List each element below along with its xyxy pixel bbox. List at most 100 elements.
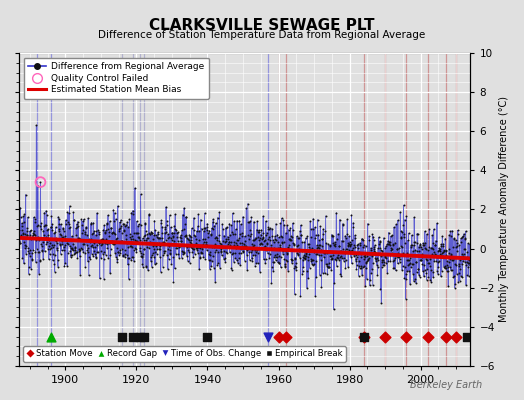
Point [89,230,97,236]
Point [346,248,355,254]
Point [278,239,286,246]
Point [222,224,230,231]
Point [450,273,458,279]
Point [236,240,245,246]
Point [418,251,426,257]
Point [422,246,430,252]
Point [407,264,415,270]
Point [298,239,306,245]
Point [43,239,51,245]
Point [429,269,437,276]
Point [272,220,280,227]
Point [301,235,310,241]
Point [449,256,457,263]
Point [158,235,167,241]
Point [244,219,252,225]
Point [175,255,183,261]
Point [442,247,451,253]
Point [462,228,470,234]
Point [147,230,156,236]
Point [450,235,458,242]
Point [41,234,50,240]
Point [460,230,468,237]
Point [167,234,175,241]
Point [408,242,416,248]
Point [252,260,260,266]
Point [285,242,293,248]
Point [446,267,455,273]
Point [273,254,281,260]
Point [421,240,430,246]
Point [50,261,59,268]
Point [387,246,395,253]
Point [390,265,399,271]
Point [302,250,310,256]
Point [277,232,286,239]
Point [193,244,201,251]
Point [142,263,150,270]
Point [84,249,92,255]
Point [450,254,458,261]
Point [263,241,271,247]
Point [330,280,339,286]
Point [447,266,456,273]
Point [227,222,235,228]
Point [286,236,294,243]
Point [318,236,326,242]
Point [347,260,356,267]
Point [424,274,433,280]
Point [52,247,61,253]
Point [195,244,203,250]
Point [420,273,428,280]
Point [417,257,425,264]
Point [218,242,226,249]
Point [321,228,330,234]
Point [50,242,58,249]
Point [161,224,169,230]
Point [410,214,418,220]
Point [47,245,56,251]
Point [393,246,401,252]
Point [198,244,206,250]
Point [170,238,178,245]
Point [461,236,469,243]
Point [167,261,176,267]
Point [465,256,474,263]
Point [243,252,251,258]
Point [26,252,34,259]
Point [57,221,65,227]
Point [34,249,42,255]
Point [379,250,387,257]
Point [206,231,215,237]
Point [249,236,258,243]
Point [285,226,293,233]
Point [200,228,208,234]
Point [149,250,158,256]
Point [370,244,378,251]
Point [378,257,386,263]
Point [312,274,320,280]
Point [269,236,277,243]
Point [117,238,125,244]
Point [214,249,222,256]
Point [344,242,353,248]
Point [447,251,456,257]
Point [100,276,108,282]
Point [270,254,279,260]
Point [344,242,352,249]
Point [262,246,270,253]
Point [376,286,385,292]
Point [171,242,180,248]
Point [428,232,436,238]
Point [338,255,346,261]
Point [269,259,278,266]
Point [441,252,450,258]
Point [100,222,108,228]
Point [314,245,323,251]
Point [80,237,88,244]
Point [333,254,341,261]
Point [464,240,472,246]
Point [76,271,84,278]
Point [389,242,397,248]
Point [309,262,317,268]
